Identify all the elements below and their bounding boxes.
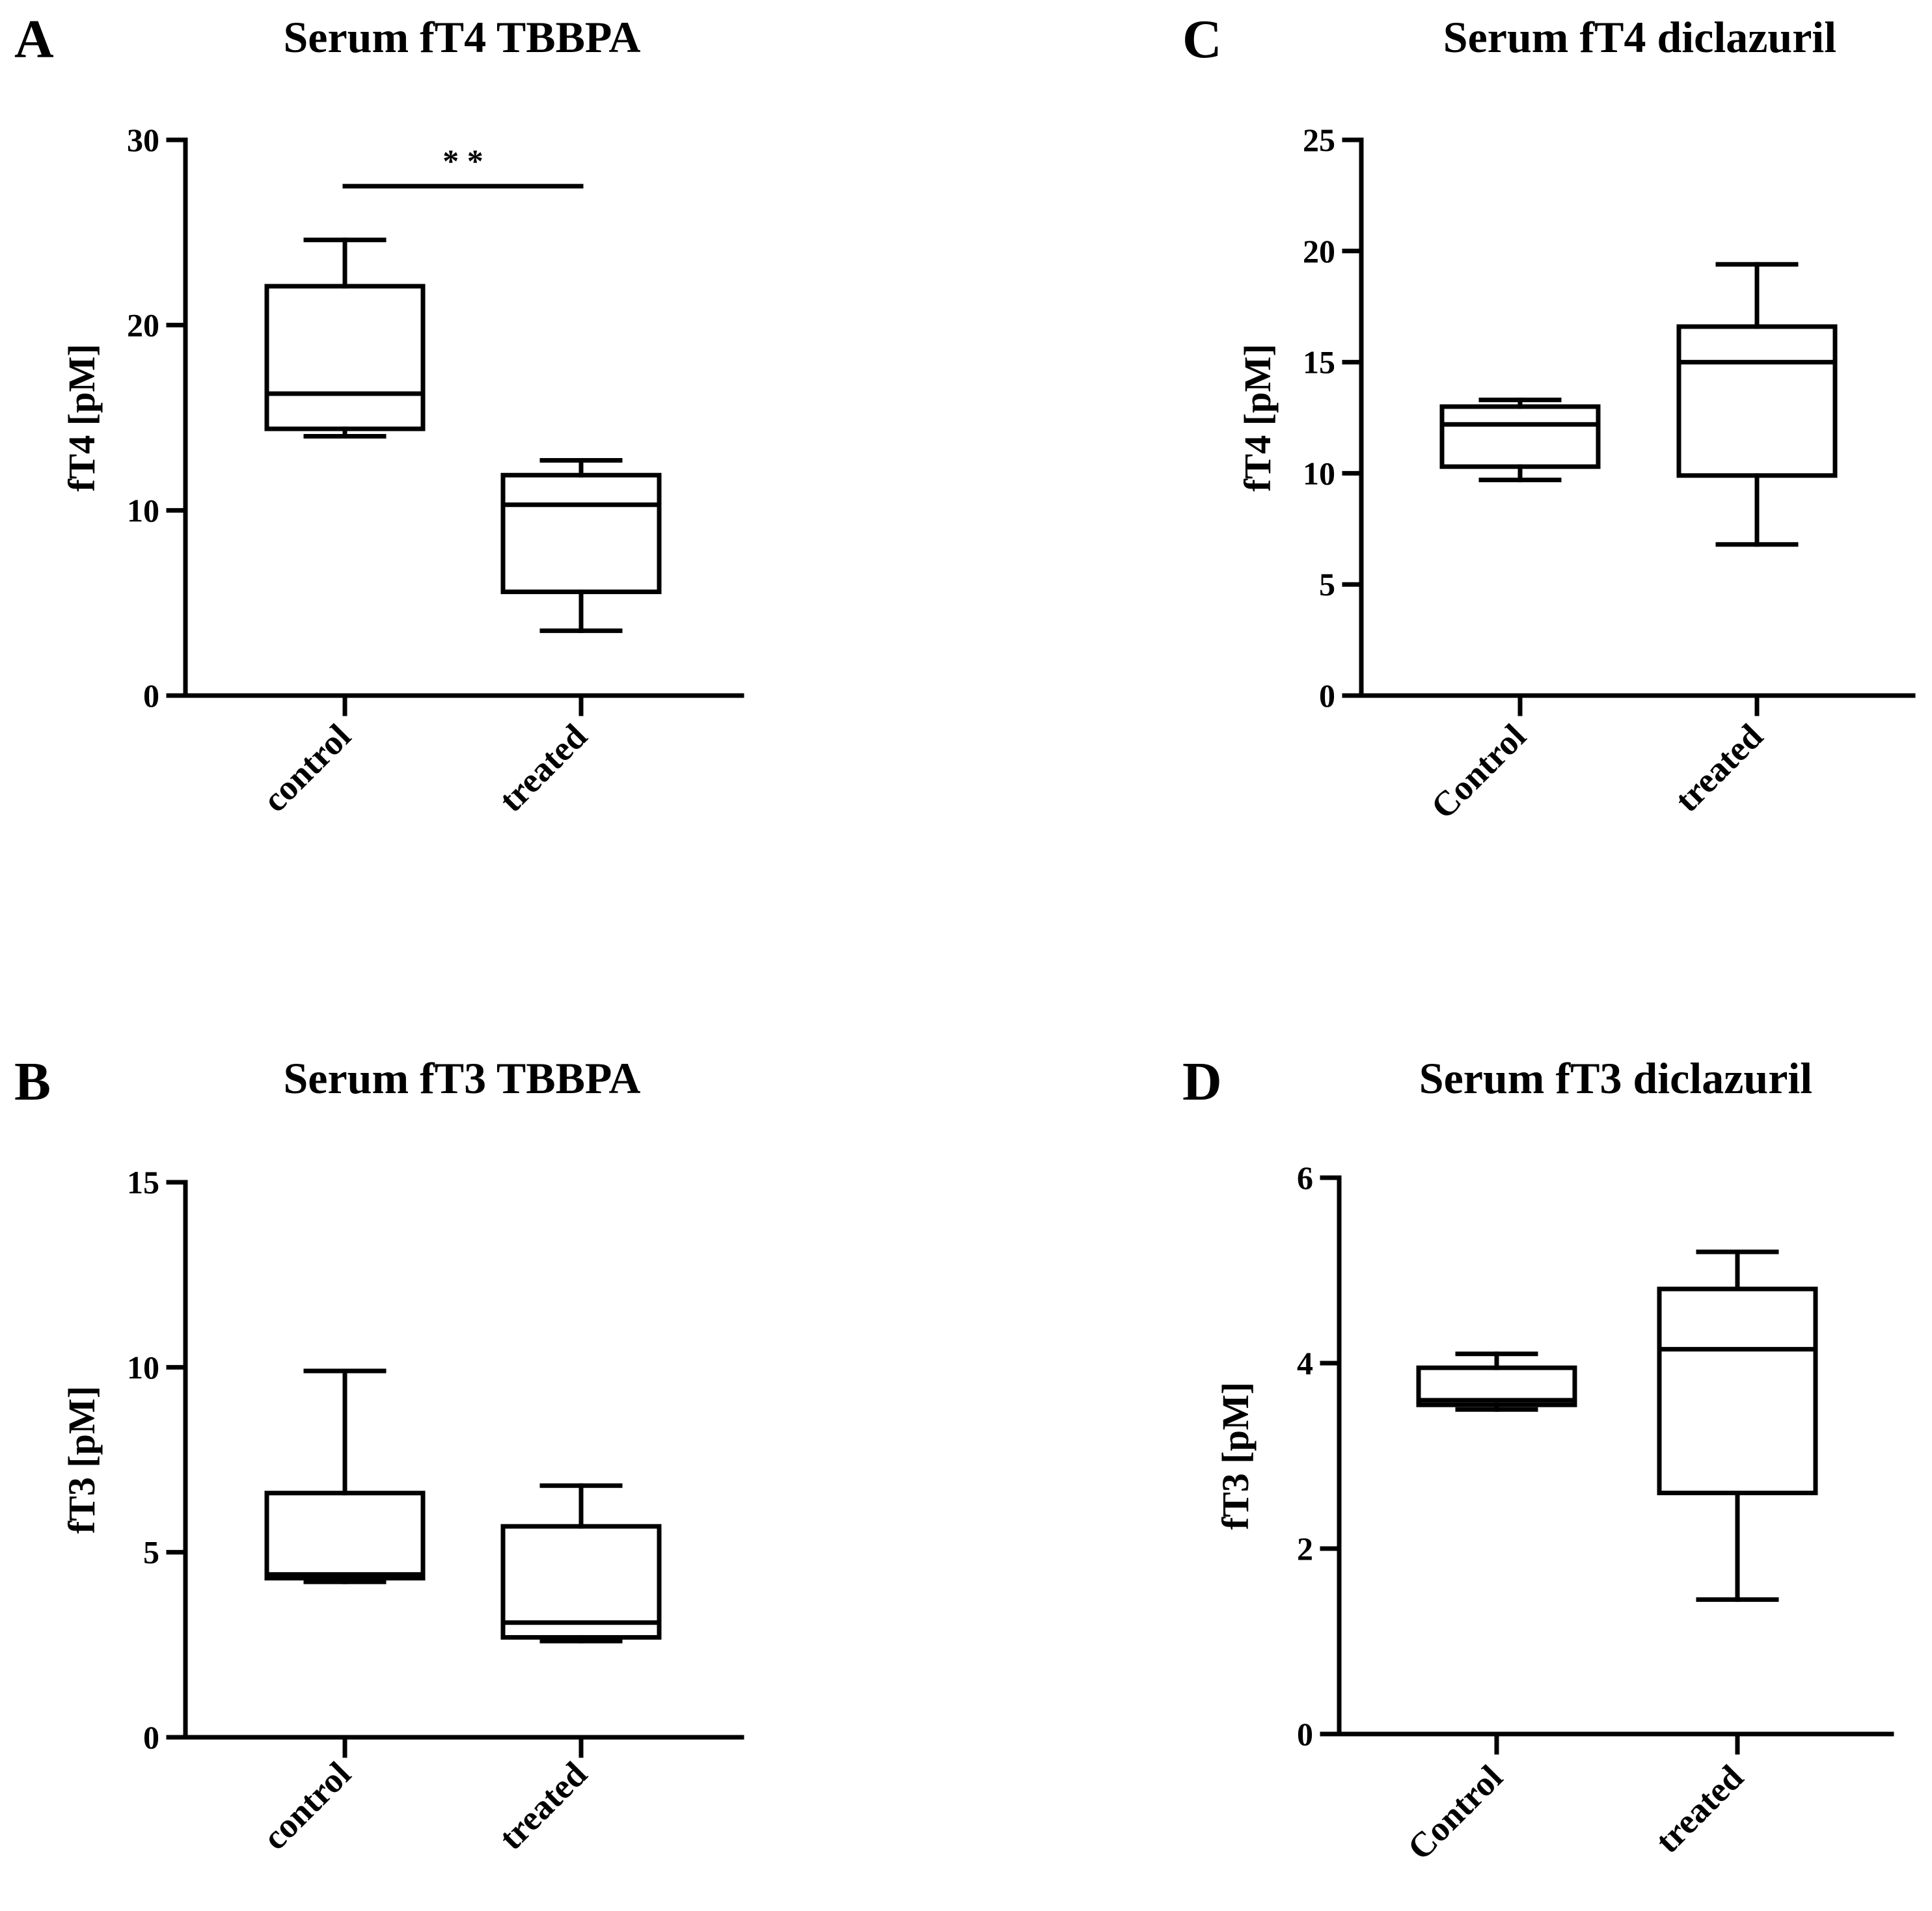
chart-title: Serum fT3 diclazuril: [1419, 1053, 1812, 1103]
y-tick-label: 10: [1303, 455, 1335, 491]
iqr-box: [1439, 404, 1601, 469]
box-control: [264, 237, 426, 439]
y-tick-label: 20: [127, 307, 159, 344]
chart-title: Serum fT3 TBBPA: [283, 1053, 640, 1103]
y-tick-label: 10: [127, 492, 159, 528]
y-axis-label: fT4 [pM]: [1236, 344, 1279, 491]
y-axis-label: fT3 [pM]: [61, 1386, 103, 1534]
y-tick-label: 20: [1303, 233, 1335, 269]
y-tick-label: 6: [1297, 1159, 1313, 1196]
y-tick-label: 30: [127, 122, 159, 158]
iqr-box: [500, 1524, 662, 1640]
y-tick-label: 10: [127, 1349, 159, 1385]
box-control: [264, 1368, 426, 1584]
box-control: [1416, 1351, 1577, 1412]
panel-letter: C: [1182, 9, 1222, 70]
y-tick-label: 2: [1297, 1530, 1313, 1567]
significance-label: * *: [442, 142, 483, 179]
box-treated: [1657, 1249, 1818, 1602]
box-treated: [500, 1483, 662, 1644]
chart-title: Serum fT4 TBBPA: [283, 12, 640, 62]
iqr-box: [500, 472, 662, 595]
y-tick-label: 5: [143, 1534, 159, 1571]
panel-letter: A: [14, 9, 54, 70]
y-axis-label: fT4 [pM]: [61, 344, 103, 491]
box-treated: [500, 457, 662, 633]
y-tick-label: 15: [1303, 344, 1335, 381]
iqr-box: [1676, 324, 1838, 478]
y-tick-label: 4: [1297, 1345, 1313, 1381]
chart-title: Serum fT4 diclazuril: [1443, 12, 1836, 62]
panel-letter: D: [1182, 1051, 1222, 1112]
y-tick-label: 0: [1319, 677, 1335, 714]
iqr-box: [1416, 1365, 1577, 1407]
y-tick-label: 25: [1303, 122, 1335, 158]
box-control: [1439, 398, 1601, 483]
y-tick-label: 0: [143, 1719, 159, 1755]
box-treated: [1676, 262, 1838, 547]
y-tick-label: 15: [127, 1164, 159, 1200]
panel-letter: B: [14, 1051, 51, 1112]
iqr-box: [1657, 1286, 1818, 1495]
iqr-box: [264, 284, 426, 431]
y-axis-label: fT3 [pM]: [1214, 1382, 1257, 1530]
y-tick-label: 0: [1297, 1716, 1313, 1752]
y-tick-label: 5: [1319, 566, 1335, 603]
iqr-box: [264, 1491, 426, 1580]
y-tick-label: 0: [143, 677, 159, 714]
